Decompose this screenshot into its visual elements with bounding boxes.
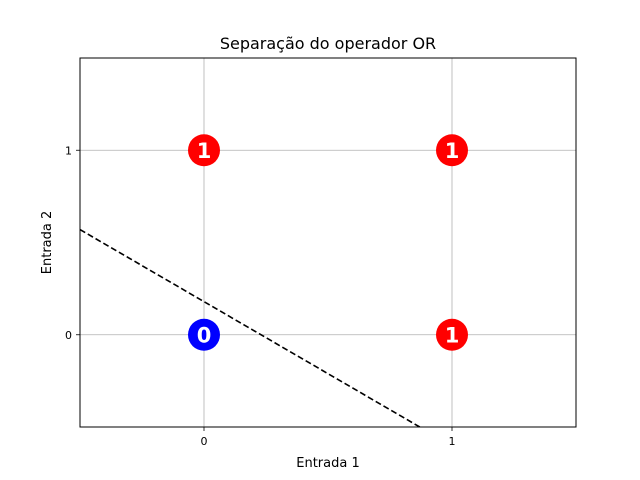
- x-tick-label: 0: [201, 435, 208, 448]
- points-layer: 0 1 1 1: [188, 134, 468, 351]
- data-point: [188, 318, 220, 351]
- ticks: 0 1 0 1: [65, 144, 456, 448]
- y-tick-label: 0: [65, 329, 72, 342]
- data-point: [436, 134, 468, 167]
- data-point-label: 0: [197, 323, 212, 347]
- data-point: [188, 134, 220, 167]
- x-tick-label: 1: [449, 435, 456, 448]
- chart-title: Separação do operador OR: [220, 34, 436, 53]
- data-point-label: 1: [197, 139, 212, 163]
- plot-frame: [79, 57, 577, 428]
- data-point: [436, 318, 468, 351]
- x-axis-label: Entrada 1: [296, 456, 359, 471]
- decision-boundary-line: [80, 228, 421, 427]
- data-point-label: 1: [445, 139, 460, 163]
- y-tick-label: 1: [65, 144, 72, 157]
- y-axis-label: Entrada 2: [40, 211, 55, 274]
- grid: [80, 58, 576, 427]
- decision-line-layer: [80, 228, 421, 427]
- data-point-label: 1: [445, 323, 460, 347]
